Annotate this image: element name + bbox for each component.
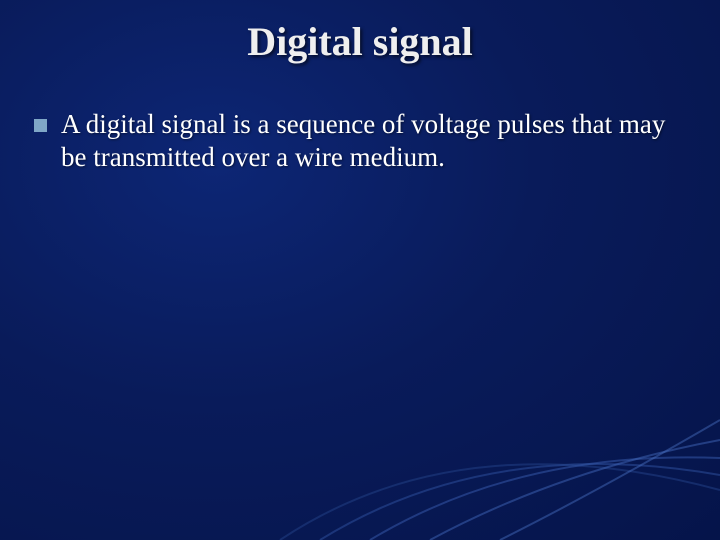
square-bullet-icon	[34, 119, 47, 132]
slide: Digital signal A digital signal is a seq…	[0, 0, 720, 540]
slide-title: Digital signal	[0, 18, 720, 65]
bullet-text: A digital signal is a sequence of voltag…	[61, 108, 686, 174]
slide-body: A digital signal is a sequence of voltag…	[34, 108, 686, 174]
bullet-item: A digital signal is a sequence of voltag…	[34, 108, 686, 174]
decorative-swoosh-icon	[260, 280, 720, 540]
